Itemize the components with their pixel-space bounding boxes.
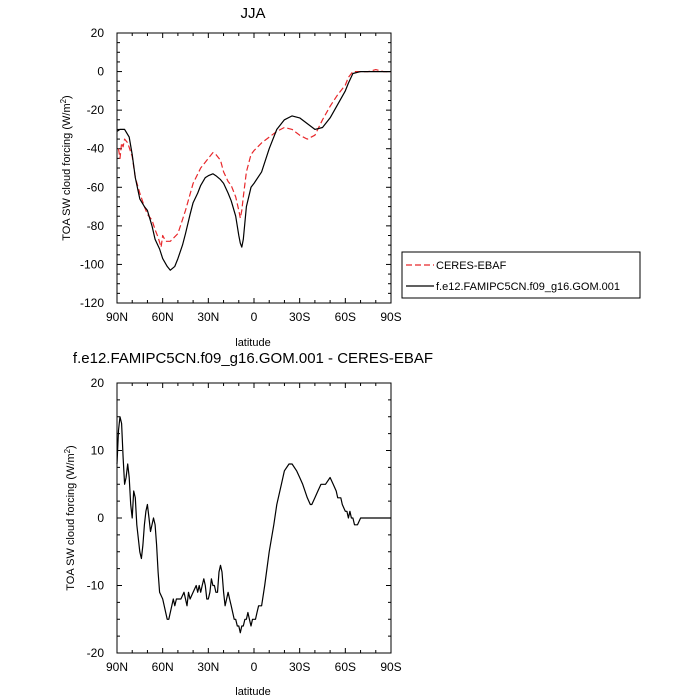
series-line-0 — [116, 416, 391, 634]
series-line-1 — [116, 70, 391, 271]
bottom-panel-xlabel: latitude — [235, 686, 270, 698]
bottom-panel-ylabel: TOA SW cloud forcing (W/m2) — [63, 445, 77, 590]
bottom-panel-title: f.e12.FAMIPC5CN.f09_g16.GOM.001 - CERES-… — [73, 350, 433, 367]
y-tick-label: -20 — [87, 646, 105, 660]
x-tick-label: 60N — [152, 660, 174, 674]
top-panel-series — [116, 68, 391, 271]
legend-box — [401, 251, 641, 299]
y-tick-label: 20 — [91, 376, 105, 390]
y-tick-label: -40 — [87, 142, 105, 156]
top-panel-frame — [116, 32, 392, 304]
x-tick-label: 30N — [197, 660, 219, 674]
top-panel-xlabel: latitude — [235, 337, 270, 349]
x-tick-label: 90S — [380, 310, 401, 324]
top-panel-ylabel: TOA SW cloud forcing (W/m2) — [59, 95, 73, 240]
series-line-0 — [117, 68, 391, 248]
x-tick-label: 30N — [197, 310, 219, 324]
bottom-panel-ticks: 90N 60N 30N 0 30S 60S 90S 20 10 0 -10 -20 — [87, 376, 402, 674]
x-tick-label: 60S — [335, 310, 356, 324]
y-tick-label: -100 — [80, 257, 104, 271]
legend-label-model: f.e12.FAMIPC5CN.f09_g16.GOM.001 — [436, 281, 620, 293]
y-tick-label: -10 — [87, 579, 105, 593]
top-panel-ticks: 90N 60N 30N 0 30S 60S 90S 20 0 -20 -40 -60 -80 -100 -1… — [80, 26, 402, 324]
bottom-panel-frame — [116, 382, 392, 654]
x-tick-label: 30S — [289, 660, 310, 674]
y-tick-label: -120 — [80, 296, 104, 310]
x-tick-label: 60N — [152, 310, 174, 324]
y-tick-label: 0 — [97, 511, 104, 525]
y-tick-label: 20 — [91, 26, 105, 40]
x-tick-label: 60S — [335, 660, 356, 674]
top-panel-title: JJA — [240, 5, 265, 22]
y-tick-label: -80 — [87, 219, 105, 233]
bottom-panel-series — [116, 416, 391, 634]
x-tick-label: 90N — [106, 660, 128, 674]
top-panel: JJA 90N 60N 30N 0 30S 60S 90S 20 0 -20 -40 -60 -80 -1… — [59, 5, 402, 349]
y-tick-label: -20 — [87, 103, 105, 117]
y-tick-label: 0 — [97, 65, 104, 79]
legend-label-ceres: CERES-EBAF — [436, 260, 507, 272]
x-tick-label: 0 — [251, 310, 258, 324]
x-tick-label: 90N — [106, 310, 128, 324]
y-tick-label: 10 — [91, 444, 105, 458]
x-tick-label: 0 — [251, 660, 258, 674]
x-tick-label: 90S — [380, 660, 401, 674]
top-panel-legend: CERES-EBAF f.e12.FAMIPC5CN.f09_g16.GOM.0… — [401, 251, 641, 299]
bottom-panel: f.e12.FAMIPC5CN.f09_g16.GOM.001 - CERES-… — [63, 350, 433, 698]
x-tick-label: 30S — [289, 310, 310, 324]
y-tick-label: -60 — [87, 180, 105, 194]
